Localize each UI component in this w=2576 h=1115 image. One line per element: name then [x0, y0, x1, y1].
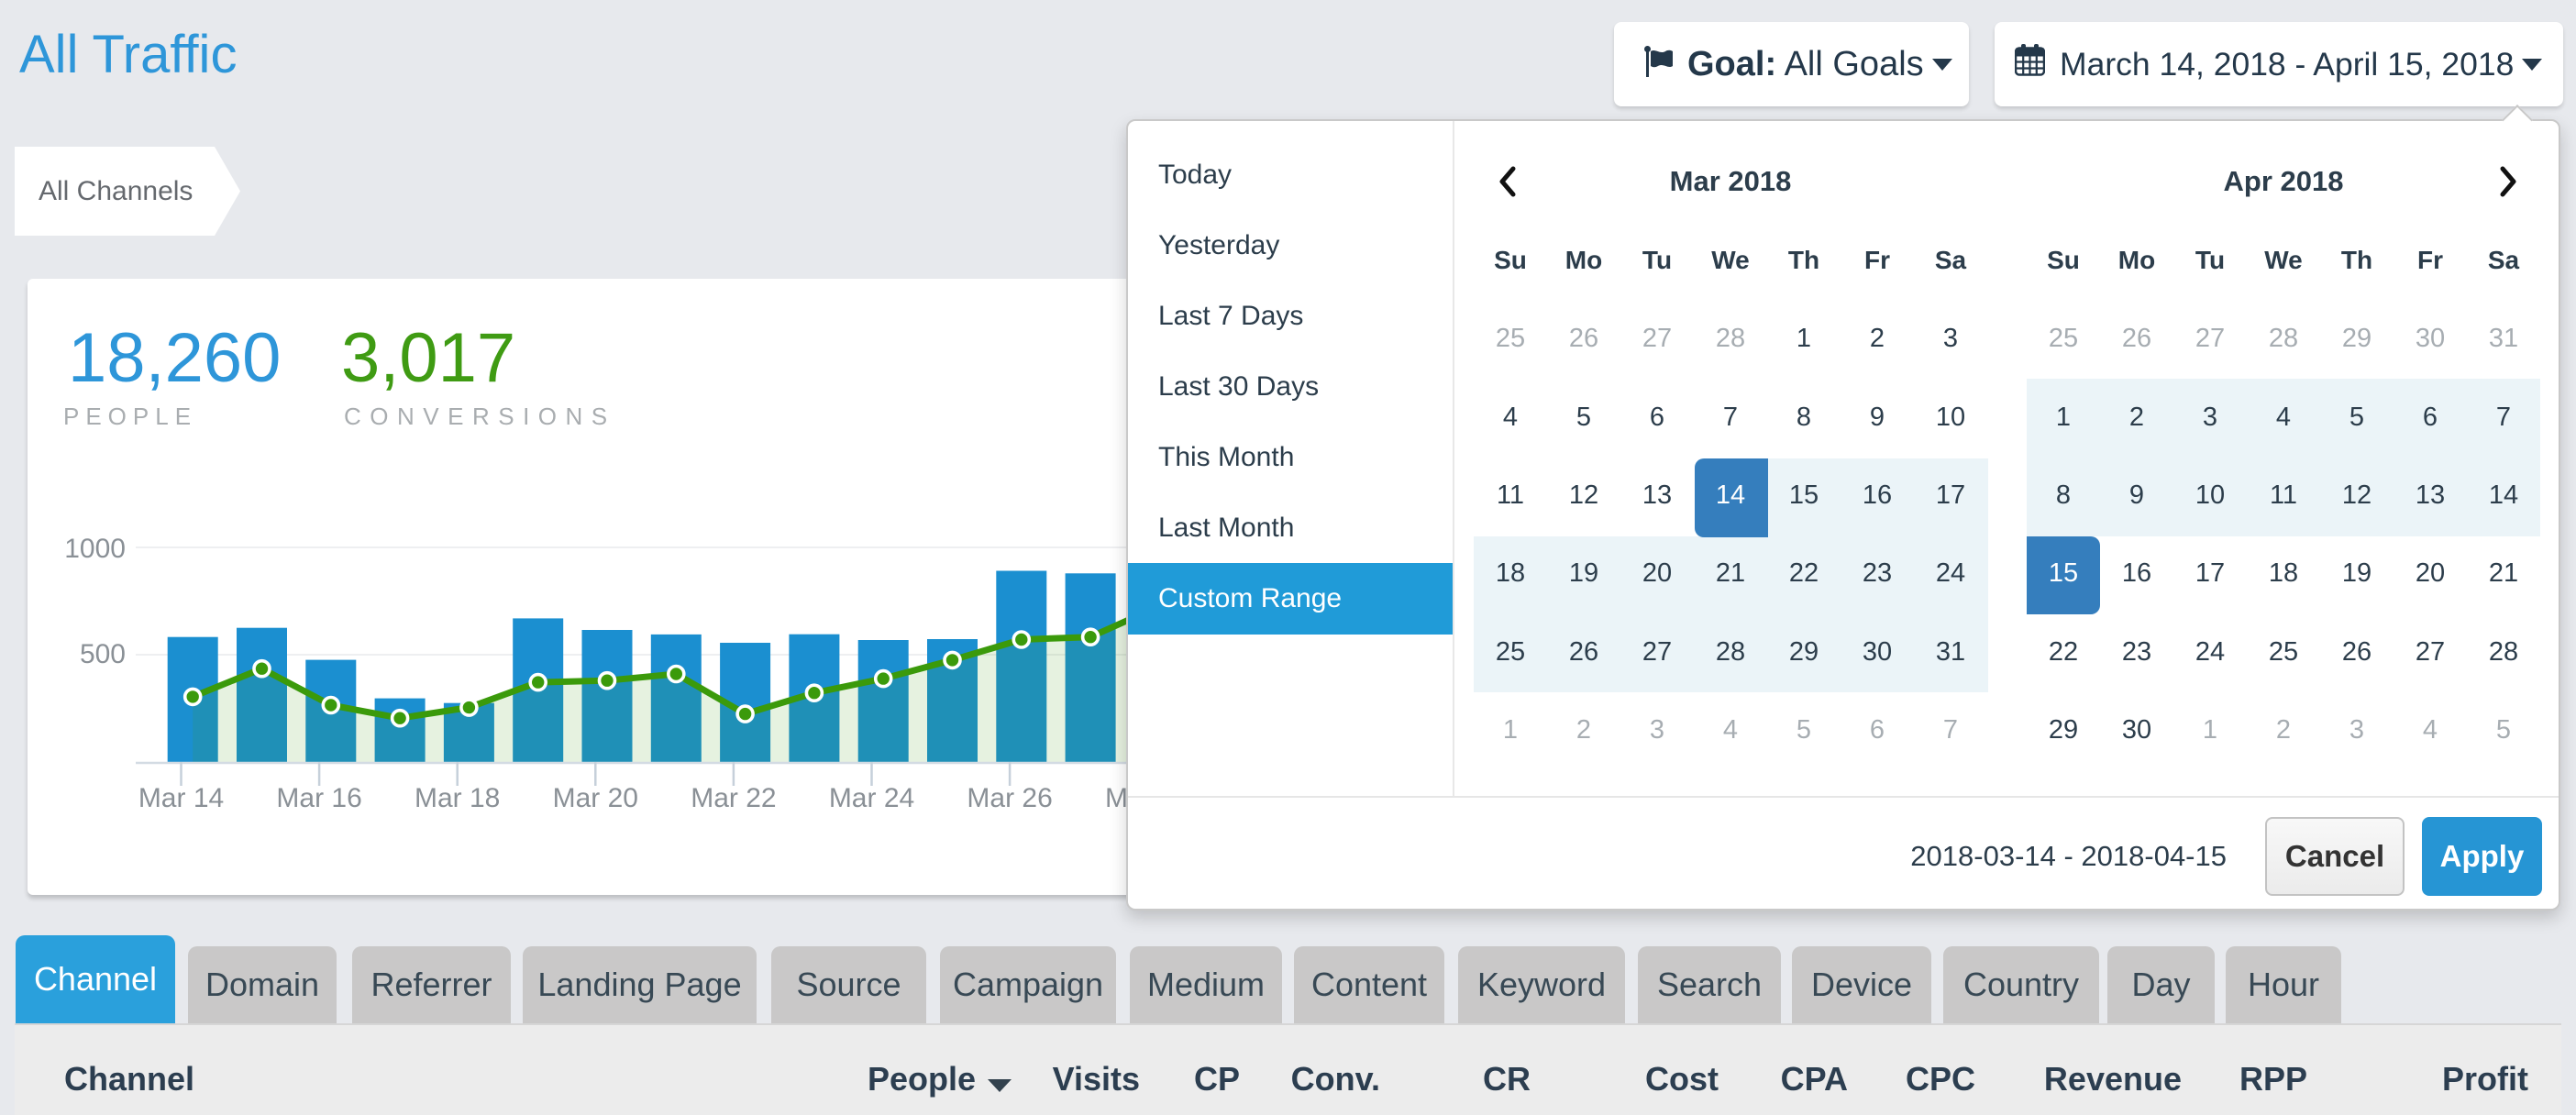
- svg-text:Mar 24: Mar 24: [829, 783, 914, 813]
- svg-text:1000: 1000: [64, 534, 126, 564]
- svg-text:Mar 26: Mar 26: [967, 783, 1052, 813]
- svg-text:Mar 16: Mar 16: [276, 783, 361, 813]
- svg-text:500: 500: [80, 639, 126, 669]
- svg-text:Mar 18: Mar 18: [415, 783, 500, 813]
- svg-text:Mar 22: Mar 22: [691, 783, 776, 813]
- svg-text:Mar 14: Mar 14: [138, 783, 224, 813]
- svg-text:Mar 20: Mar 20: [553, 783, 638, 813]
